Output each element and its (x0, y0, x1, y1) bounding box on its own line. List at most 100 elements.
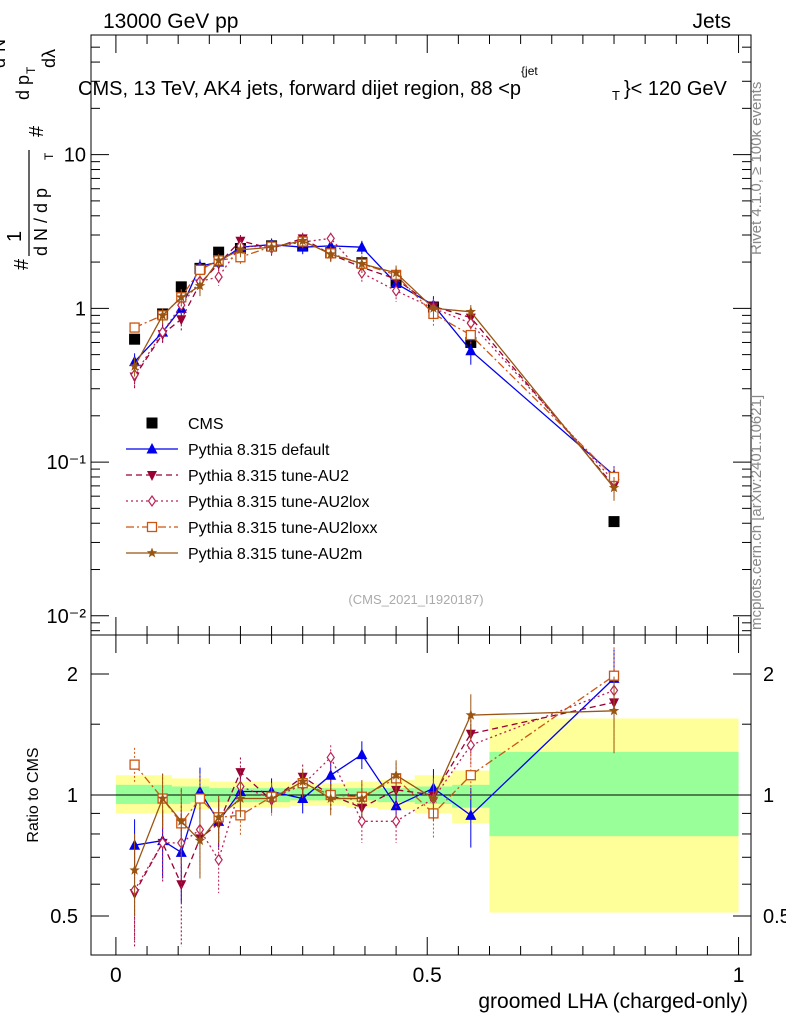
legend-label-au2: Pythia 8.315 tune-AU2 (188, 468, 349, 485)
ratio-point-default (390, 799, 402, 811)
ylabel-denominator: d N / d p (31, 188, 51, 256)
ylabel-mid: d p (13, 75, 33, 100)
legend-marker-au2lox (147, 494, 157, 508)
ratio-ytick-label-right: 0.5 (763, 906, 786, 928)
data-point-default (325, 239, 337, 251)
ylabel-one: 1 (4, 231, 26, 242)
ratio-point-au2loxx (465, 770, 476, 781)
ratio-point-au2m (157, 793, 168, 803)
ratio-point-au2lox (326, 751, 335, 764)
ratio-point-au2 (176, 880, 187, 891)
data-point-cms (608, 516, 620, 528)
ylabel-numerator: d²N (0, 39, 9, 68)
legend-item-au2: Pythia 8.315 tune-AU2 (126, 468, 349, 485)
ratio-point-au2m (129, 864, 140, 875)
ratio-ytick-label: 0.5 (50, 906, 78, 928)
series-line-au2m (134, 240, 615, 489)
data-point-au2m (235, 244, 246, 255)
data-point-au2loxx (129, 322, 140, 333)
series-line-au2lox (134, 237, 615, 482)
ratio-uncertainty-bands (115, 718, 739, 913)
ratio-point-au2m (608, 705, 620, 716)
data-point-au2lox (214, 270, 223, 284)
ylabel-hash-mid: # (26, 125, 48, 137)
plot-title-tail: }< 120 GeV (624, 78, 728, 100)
legend-label-au2lox: Pythia 8.315 tune-AU2lox (188, 494, 369, 511)
data-point-au2m (266, 241, 277, 252)
data-point-au2m (213, 254, 224, 265)
main-ytick-label: 10⁻¹ (47, 452, 87, 474)
main-ylabel: # 1 d N / d p T # d p T d²N dλ (0, 39, 59, 270)
data-point-au2m (194, 280, 206, 291)
energy-label: 13000 GeV pp (103, 10, 238, 33)
series-au2m (129, 235, 620, 501)
ylabel-mid-sub: T (24, 66, 38, 74)
main-plot-frame (90, 34, 752, 636)
ratio-point-au2 (235, 768, 246, 779)
data-point-default (356, 241, 368, 252)
xtick-label: 1 (733, 964, 745, 987)
data-point-au2m (608, 482, 620, 493)
ratio-point-au2loxx (194, 793, 206, 804)
ratio-ytick-label-right: 1 (763, 785, 774, 807)
data-point-au2loxx (465, 329, 476, 341)
ratio-point-default (325, 769, 337, 780)
ylabel-denominator-sub: T (42, 152, 56, 160)
data-point-au2m (157, 309, 168, 320)
mcplots-label: mcplots.cern.ch [arXiv:2401.10621] (748, 395, 765, 630)
legend-label-default: Pythia 8.315 default (188, 442, 330, 459)
ratio-point-default (465, 809, 477, 820)
legend-item-au2m: Pythia 8.315 tune-AU2m (126, 546, 362, 563)
xtick-label: 0.5 (413, 964, 442, 987)
ratio-point-au2lox (466, 739, 476, 752)
data-point-au2m (356, 258, 368, 269)
xtick-label: 0 (110, 964, 122, 987)
ratio-ylabel: Ratio to CMS (25, 747, 42, 842)
ratio-series-au2m (129, 676, 620, 917)
ratio-point-au2m (465, 709, 476, 720)
ratio-point-au2m (266, 793, 277, 803)
ratio-point-au2m (325, 793, 336, 803)
ratio-point-au2m (213, 811, 224, 822)
data-point-au2m (129, 360, 140, 371)
plot-title: CMS, 13 TeV, AK4 jets, forward dijet reg… (78, 64, 538, 100)
band-inner-segment (489, 751, 739, 837)
ratio-ytick-label: 2 (67, 664, 78, 686)
main-series-layer (129, 232, 620, 528)
main-ytick-label: 10⁻² (47, 606, 87, 628)
main-ytick-label: 10 (64, 145, 86, 167)
plot-title-sup: {jet (521, 64, 538, 78)
legend-marker-au2loxx (146, 521, 158, 533)
data-point-au2 (176, 315, 187, 326)
data-point-au2lox (158, 326, 167, 339)
ratio-axis-ticks: 0.5 0.5 1 1 2 2 0 0.5 1 (50, 635, 786, 987)
xlabel: groomed LHA (charged-only) (478, 990, 748, 1013)
data-point-au2lox (391, 284, 401, 297)
data-point-au2m (390, 267, 402, 278)
data-point-au2m (465, 306, 476, 317)
main-ytick-label: 1 (75, 298, 86, 320)
ratio-series-layer (129, 647, 620, 947)
data-point-au2m (325, 248, 336, 259)
legend-marker-au2 (147, 471, 157, 481)
analysis-label: (CMS_2021_I1920187) (348, 592, 483, 607)
data-point-cms (213, 246, 225, 258)
data-point-au2loxx (194, 264, 206, 275)
plot-title-sub: T (612, 88, 620, 103)
category-label: Jets (692, 10, 731, 33)
data-point-cms (175, 281, 187, 293)
ratio-point-au2lox (357, 815, 367, 828)
legend-marker-au2m (146, 547, 158, 558)
ratio-point-au2m (297, 776, 308, 786)
ylabel-hash-left: # (11, 258, 33, 270)
legend-marker-default (146, 443, 158, 454)
ratio-point-au2m (235, 793, 246, 803)
ratio-point-default (356, 748, 368, 760)
ratio-point-au2lox (391, 815, 401, 828)
data-point-au2m (176, 291, 187, 302)
legend-label-cms: CMS (188, 416, 224, 433)
ratio-point-au2m (194, 835, 206, 846)
ratio-ytick-label-right: 2 (763, 664, 774, 686)
data-point-au2lox (326, 232, 335, 245)
